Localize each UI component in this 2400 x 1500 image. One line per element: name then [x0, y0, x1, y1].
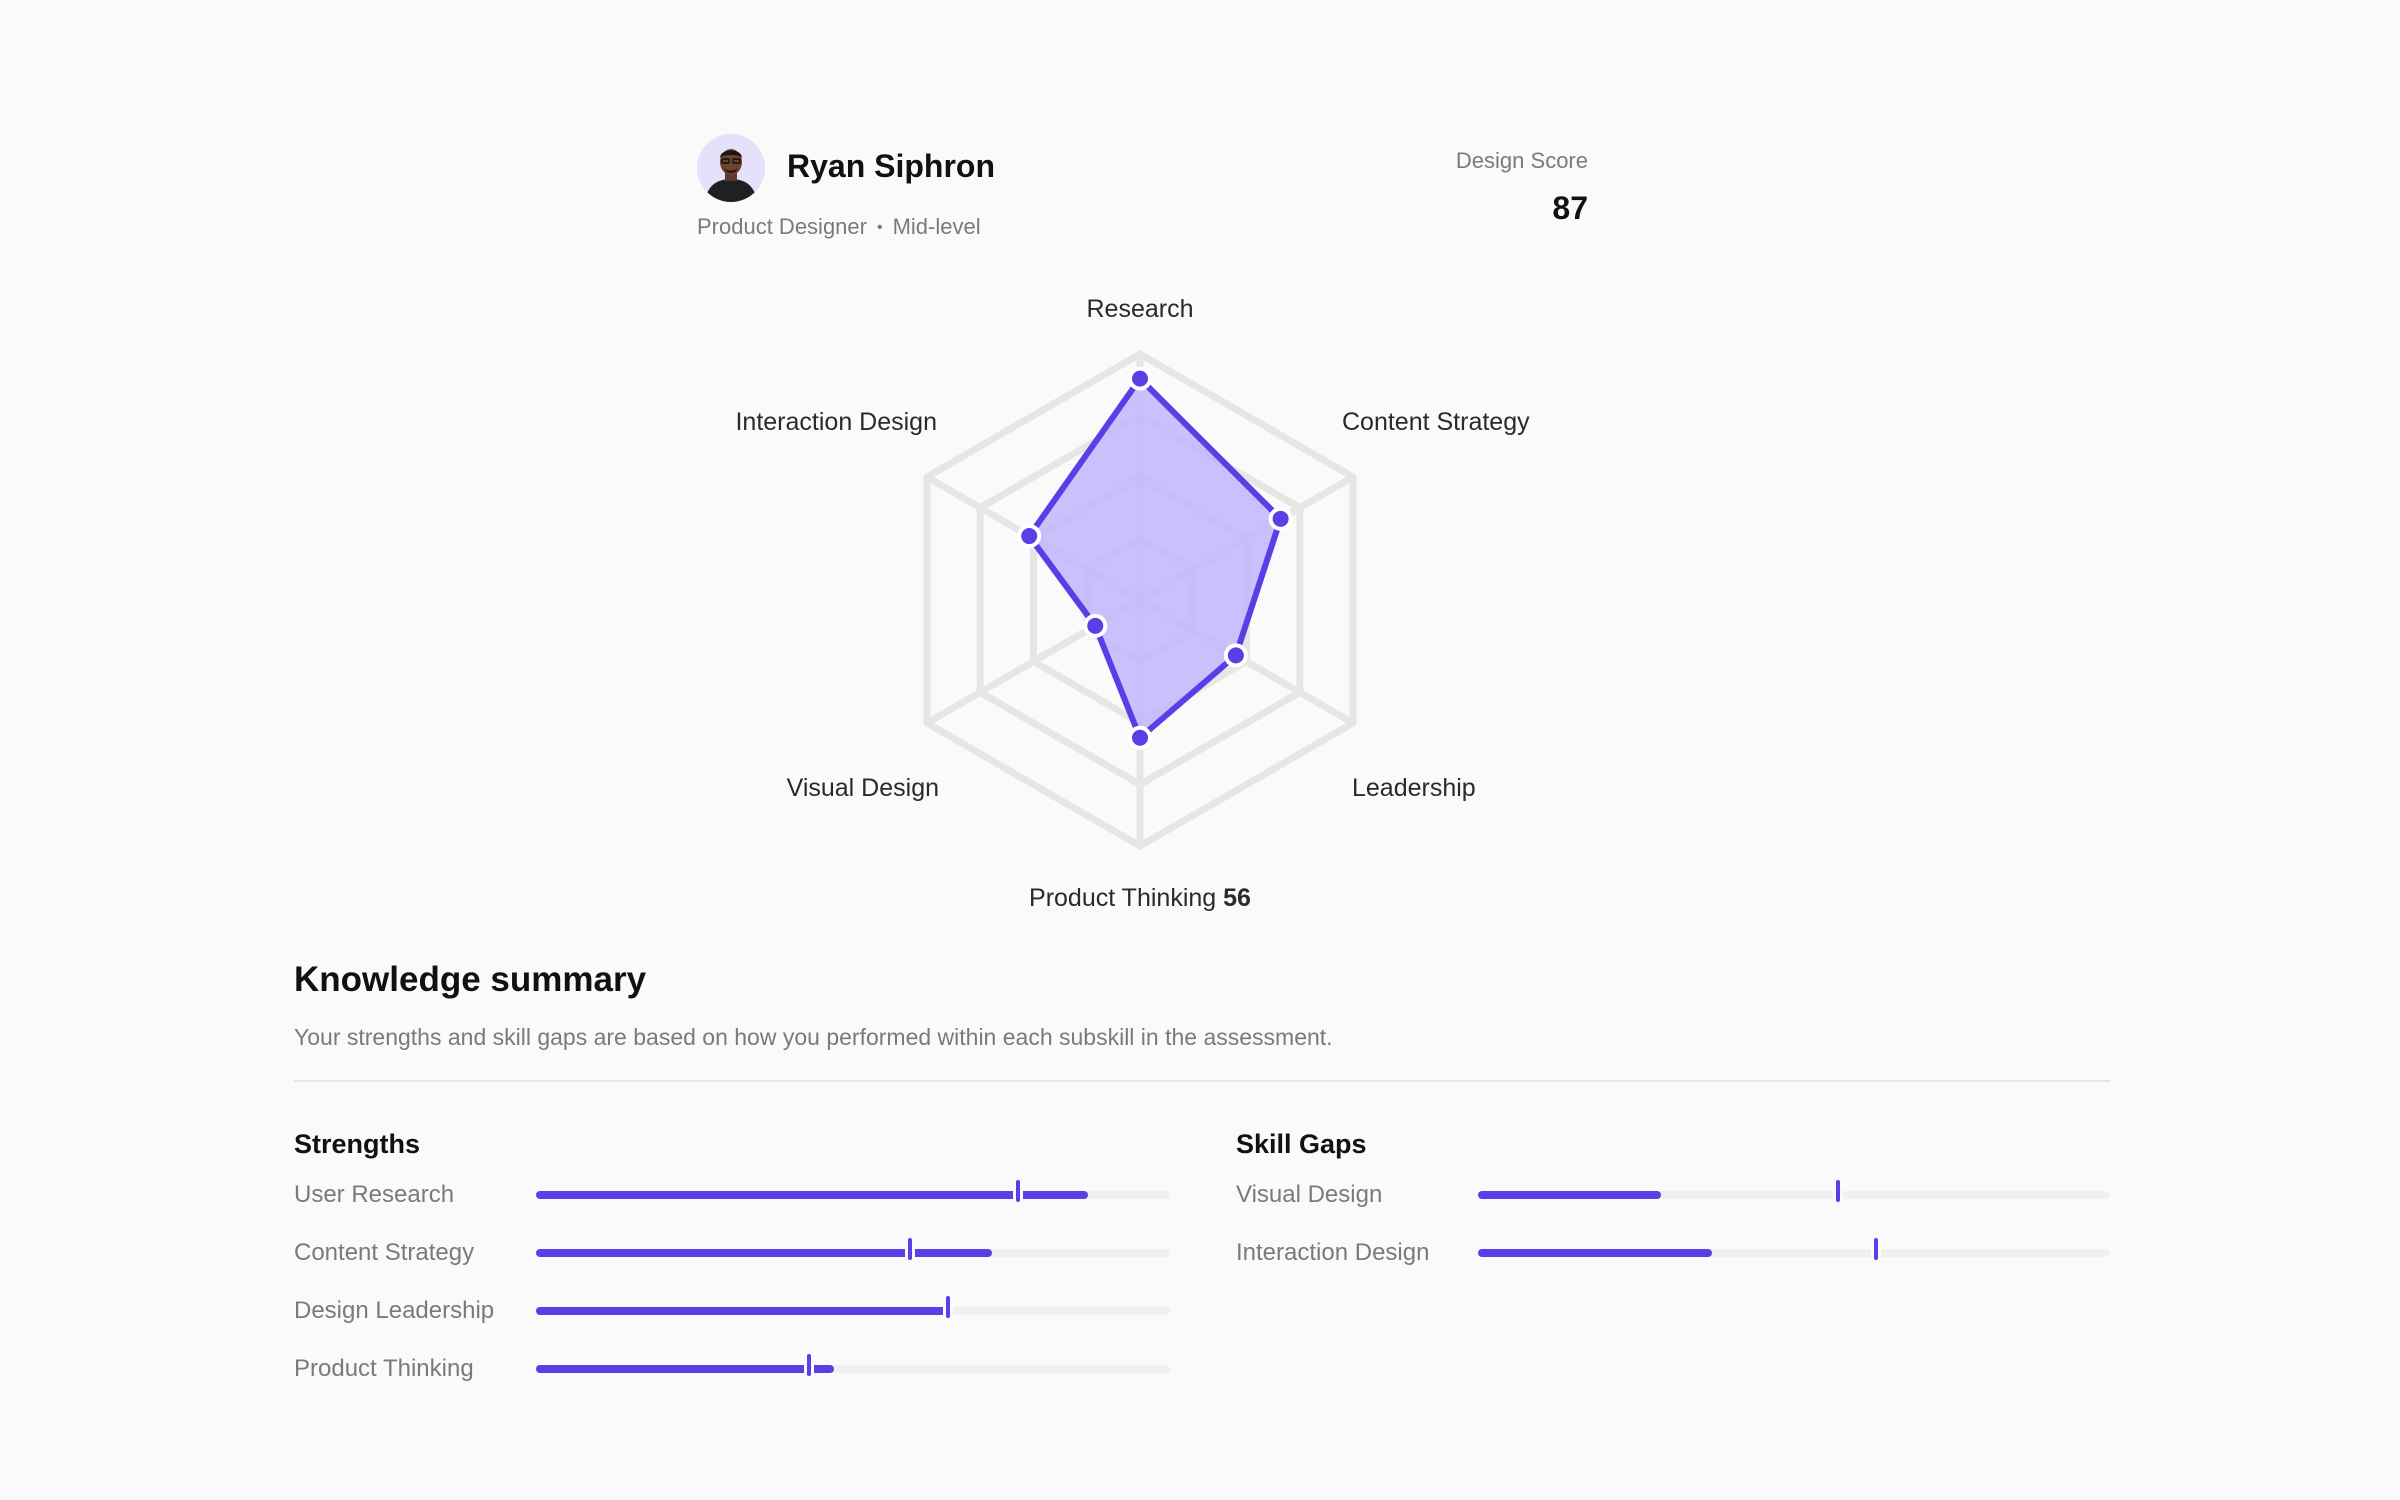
- radar-axis-name: Visual Design: [787, 774, 939, 802]
- separator-dot-icon: •: [876, 219, 883, 236]
- strength-progress-fill: [536, 1365, 834, 1373]
- radar-axis-label: Visual Design: [787, 774, 939, 802]
- skill-gap-row: Visual Design: [1236, 1178, 2110, 1236]
- skill-gaps-title: Skill Gaps: [1236, 1129, 1367, 1159]
- summary-description: Your strengths and skill gaps are based …: [294, 1024, 1333, 1050]
- skill-gap-label: Interaction Design: [1236, 1239, 1430, 1266]
- skill-gap-progress-fill: [1478, 1249, 1712, 1257]
- radar-point-research[interactable]: [1128, 366, 1152, 391]
- skill-gaps-section: Skill Gaps Visual Design Interaction Desi…: [1236, 1126, 2110, 1294]
- strengths-title: Strengths: [294, 1129, 421, 1159]
- radar-point-visual-design[interactable]: [1083, 613, 1108, 638]
- skills-radar-chart: Research Content Strategy Leadership Produc…: [735, 295, 1530, 912]
- radar-axis-name: Research: [1087, 295, 1194, 323]
- radar-axis-name: Product Thinking: [1029, 884, 1216, 912]
- radar-axis-label: Product Thinking 56: [1029, 884, 1251, 912]
- strengths-list: User Research Content Strategy Design Lead…: [294, 1178, 1170, 1410]
- strength-progress-track: [536, 1180, 1170, 1202]
- strength-label: Product Thinking: [294, 1355, 474, 1382]
- strength-label: Content Strategy: [294, 1239, 475, 1266]
- profile-name: Ryan Siphron: [787, 148, 996, 184]
- skill-gap-benchmark-marker[interactable]: [1836, 1180, 1841, 1202]
- radar-point-leadership[interactable]: [1223, 643, 1248, 668]
- radar-axis-label: Research: [1087, 295, 1194, 323]
- radar-axis-label: Content Strategy: [1342, 408, 1530, 436]
- radar-point-interaction-design[interactable]: [1017, 524, 1042, 549]
- strength-benchmark-marker[interactable]: [946, 1296, 951, 1318]
- skill-gap-progress-fill: [1478, 1191, 1662, 1199]
- profile-role: Product Designer: [697, 214, 867, 239]
- radar-axis-name: Content Strategy: [1342, 408, 1530, 436]
- strength-row: Design Leadership: [294, 1294, 1170, 1352]
- design-score-value: 87: [1552, 190, 1588, 226]
- skill-gap-label: Visual Design: [1236, 1181, 1383, 1208]
- profile-level: Mid-level: [892, 214, 981, 239]
- strength-progress-fill: [536, 1191, 1088, 1199]
- profile-role-line: Product Designer • Mid-level: [697, 214, 981, 240]
- radar-axis-name: Interaction Design: [735, 408, 937, 436]
- summary-divider: [294, 1080, 2110, 1082]
- strength-progress-track: [536, 1238, 1170, 1260]
- strength-progress-fill: [536, 1249, 993, 1257]
- radar-axis-label: Interaction Design: [735, 408, 937, 436]
- skill-gaps-list: Visual Design Interaction Design: [1236, 1178, 2110, 1294]
- strength-row: Content Strategy: [294, 1236, 1170, 1294]
- design-score-label: Design Score: [1455, 148, 1588, 173]
- strengths-section: Strengths User Research Content Strategy D…: [294, 1126, 1170, 1410]
- skill-gap-row: Interaction Design: [1236, 1236, 2110, 1294]
- strength-label: Design Leadership: [294, 1297, 495, 1324]
- radar-axis-name: Leadership: [1352, 774, 1476, 802]
- strength-benchmark-marker[interactable]: [806, 1354, 811, 1376]
- radar-point-product-thinking[interactable]: [1128, 725, 1152, 750]
- skill-gap-progress-track: [1478, 1238, 2110, 1260]
- strength-progress-track: [536, 1354, 1170, 1376]
- strength-progress-track: [536, 1296, 1170, 1318]
- radar-axis-label: Leadership: [1352, 774, 1476, 802]
- radar-axis-value: 56: [1216, 884, 1251, 912]
- strength-benchmark-marker[interactable]: [1015, 1180, 1020, 1202]
- strength-row: User Research: [294, 1178, 1170, 1236]
- radar-point-content-strategy[interactable]: [1268, 506, 1293, 531]
- strength-row: Product Thinking: [294, 1352, 1170, 1410]
- strength-progress-fill: [536, 1307, 949, 1315]
- skill-gap-progress-track: [1478, 1180, 2110, 1202]
- strength-label: User Research: [294, 1181, 455, 1208]
- person-avatar-icon: [697, 134, 765, 202]
- strength-benchmark-marker[interactable]: [908, 1238, 913, 1260]
- avatar[interactable]: [697, 134, 765, 202]
- skill-gap-benchmark-marker[interactable]: [1874, 1238, 1879, 1260]
- summary-title: Knowledge summary: [294, 960, 647, 999]
- design-score: Design Score 87: [1456, 148, 1588, 227]
